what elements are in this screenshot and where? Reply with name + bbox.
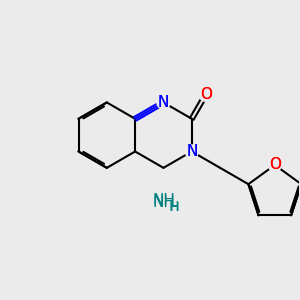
Text: O: O: [200, 87, 212, 102]
Text: N: N: [158, 95, 169, 110]
Text: N: N: [186, 144, 197, 159]
Text: H: H: [169, 200, 179, 214]
Circle shape: [157, 194, 170, 207]
Text: O: O: [269, 158, 281, 172]
Circle shape: [157, 96, 170, 109]
Text: NH: NH: [152, 193, 175, 208]
Circle shape: [185, 145, 198, 158]
Circle shape: [199, 88, 212, 101]
Text: N: N: [158, 95, 169, 110]
Text: O: O: [269, 158, 281, 172]
Text: O: O: [200, 87, 212, 102]
Text: H: H: [170, 202, 180, 214]
Circle shape: [268, 158, 281, 172]
Text: N: N: [186, 144, 197, 159]
Text: NH: NH: [152, 194, 175, 209]
